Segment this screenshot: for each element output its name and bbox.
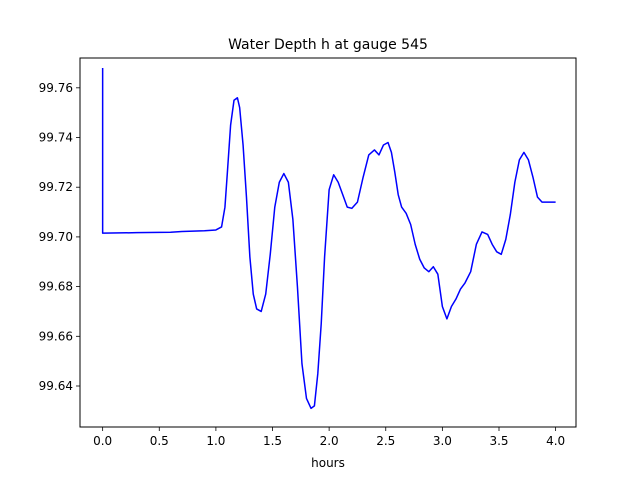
x-tick-label: 1.0 [206, 434, 225, 448]
x-tick-label: 1.5 [263, 434, 282, 448]
x-axis: 0.0 0.5 1.0 1.5 2.0 2.5 3.0 3.5 4.0 [93, 427, 565, 448]
y-tick-label: 99.68 [39, 280, 73, 294]
y-tick-label: 99.70 [39, 230, 73, 244]
x-tick-label: 2.0 [320, 434, 339, 448]
x-tick-label: 0.0 [93, 434, 112, 448]
y-tick-label: 99.74 [39, 131, 73, 145]
x-tick-label: 4.0 [546, 434, 565, 448]
y-tick-label: 99.76 [39, 81, 73, 95]
x-tick-label: 3.0 [433, 434, 452, 448]
x-tick-label: 0.5 [150, 434, 169, 448]
y-tick-label: 99.72 [39, 180, 73, 194]
y-axis: 99.64 99.66 99.68 99.70 99.72 99.74 99.76 [39, 81, 80, 393]
series-layer [101, 67, 556, 410]
x-axis-label: hours [311, 456, 345, 470]
y-tick-label: 99.66 [39, 329, 73, 343]
x-tick-label: 2.5 [376, 434, 395, 448]
chart-title: Water Depth h at gauge 545 [228, 37, 428, 53]
series-line-0 [101, 67, 556, 410]
x-tick-label: 3.5 [489, 434, 508, 448]
plot-frame [79, 57, 577, 428]
y-tick-label: 99.64 [39, 379, 73, 393]
